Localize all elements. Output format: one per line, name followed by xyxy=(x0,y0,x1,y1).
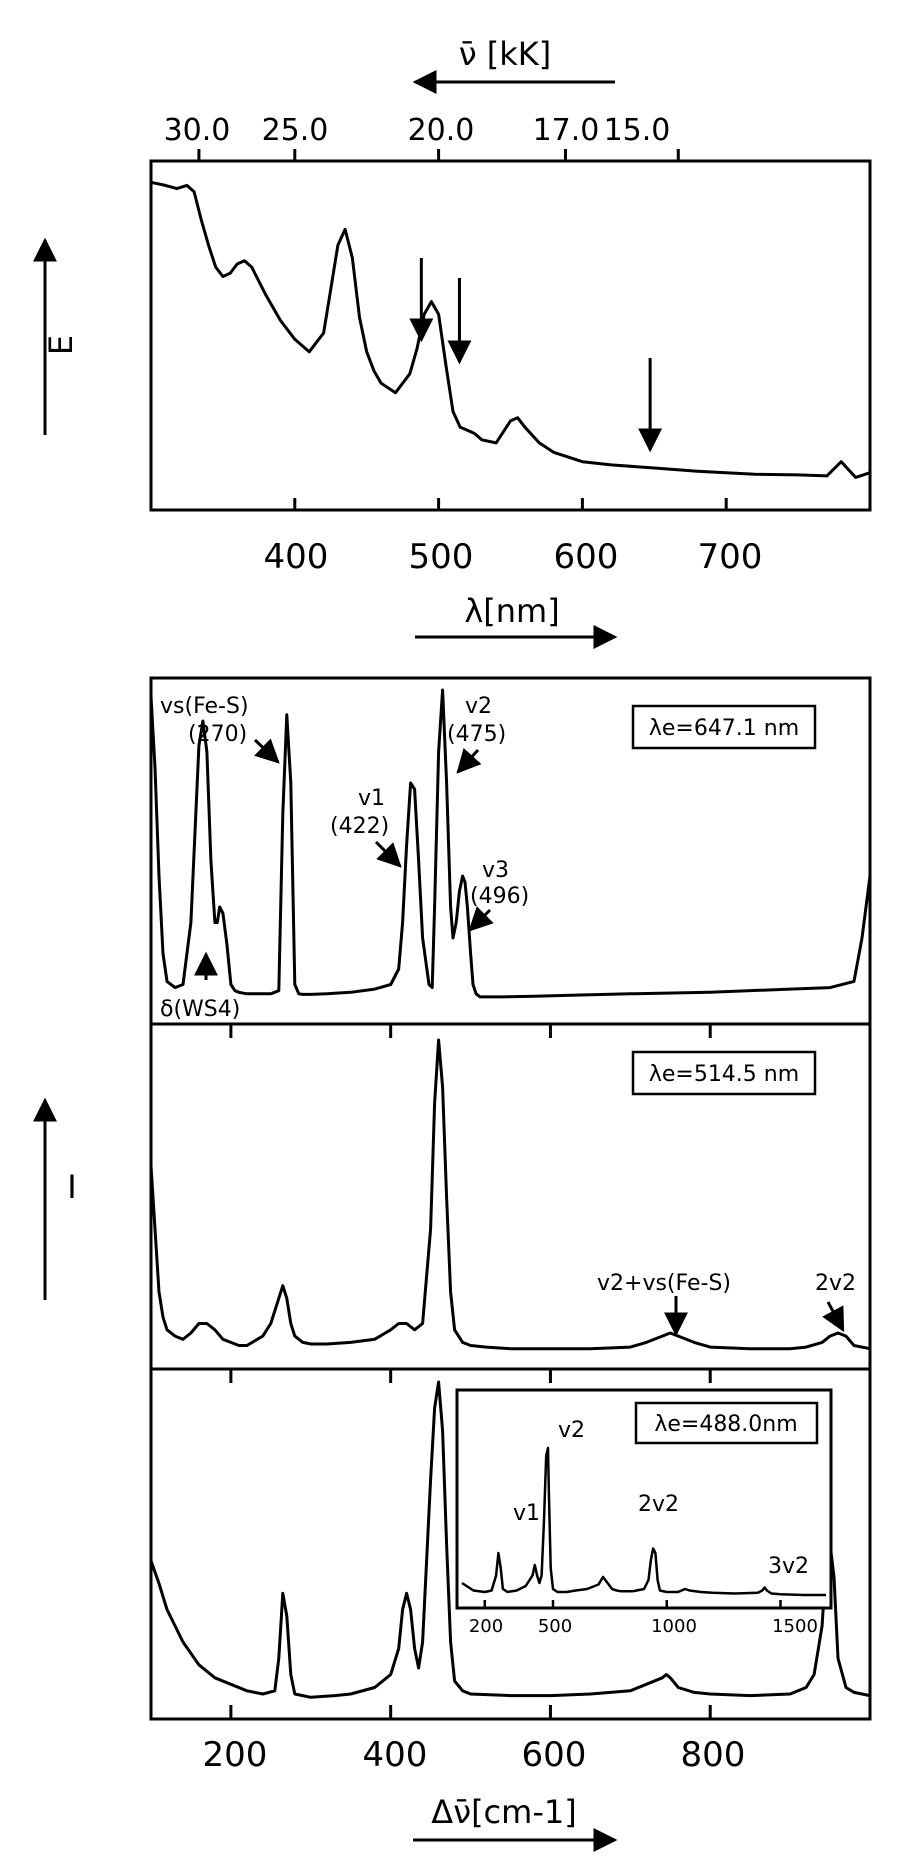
inset-3v2-label: 3v2 xyxy=(768,1554,809,1579)
x-tick-label-500: 500 xyxy=(409,537,474,577)
inset-spectrum-line xyxy=(461,1446,826,1597)
inset-tick-label-200: 200 xyxy=(469,1616,503,1637)
raman-panel-647: λe=647.1 nm vs(Fe-S) (270) v1 (422) v2 (… xyxy=(149,676,872,1026)
x-tick-label-700: 700 xyxy=(698,537,763,577)
absorption-y-label: E xyxy=(42,335,80,355)
top-tick-label-20: 20.0 xyxy=(408,113,475,148)
intensity-y-label: I xyxy=(67,1168,76,1206)
absorption-panel: ν̄ [kK] 30.0 25.0 20.0 17.0 15.0 E 400 5… xyxy=(33,35,872,649)
vs-fes-value: (270) xyxy=(188,722,247,747)
absorption-frame xyxy=(149,159,872,512)
raman-488-top-ticks xyxy=(229,1369,712,1383)
v3-pointer xyxy=(468,906,494,932)
vs-fes-pointer xyxy=(253,738,280,764)
raman-x-tick-label-400: 400 xyxy=(363,1735,428,1775)
top-tick-label-25: 25.0 xyxy=(262,113,329,148)
raman-488-frame xyxy=(149,1367,872,1721)
inset-excitation-box xyxy=(634,1401,819,1445)
raman-x-label: Δν̄[cm-1] xyxy=(431,1793,576,1831)
raman-488-spectrum-line xyxy=(149,1380,871,1699)
bottom-axis-ticks xyxy=(293,498,728,510)
raman-x-tick-label-600: 600 xyxy=(522,1735,587,1775)
two-v2-pointer xyxy=(822,1301,845,1333)
inset-v2-label: v2 xyxy=(558,1418,585,1443)
raman-647-excitation-box xyxy=(631,704,817,750)
top-tick-label-17: 17.0 xyxy=(533,113,600,148)
delta-ws4-label: δ(WS4) xyxy=(160,997,240,1022)
inset-tick-label-1500: 1500 xyxy=(772,1616,818,1637)
x-tick-label-400: 400 xyxy=(264,537,329,577)
inset-excitation-label: λe=488.0nm xyxy=(654,1412,797,1437)
raman-488-bottom-ticks xyxy=(229,1705,712,1719)
absorption-spectrum-line xyxy=(150,180,871,479)
raman-647-excitation-label: λe=647.1 nm xyxy=(649,716,799,741)
excitation-arrows xyxy=(409,258,663,453)
v1-pointer xyxy=(374,840,402,868)
two-v2-label: 2v2 xyxy=(815,1271,856,1296)
x-tick-label-600: 600 xyxy=(554,537,619,577)
inset-ticks xyxy=(483,1600,782,1608)
raman-x-tick-label-200: 200 xyxy=(203,1735,268,1775)
raman-514-spectrum-line xyxy=(149,1038,871,1351)
inset-tick-label-500: 500 xyxy=(538,1616,572,1637)
top-axis-title: ν̄ [kK] xyxy=(459,35,552,73)
raman-514-excitation-label: λe=514.5 nm xyxy=(649,1062,799,1087)
raman-514-top-ticks xyxy=(229,1024,712,1038)
absorption-x-label: λ[nm] xyxy=(464,592,559,630)
raman-647-spectrum-line xyxy=(149,688,872,999)
inset-frame xyxy=(455,1388,833,1610)
v2-pointer xyxy=(456,747,482,774)
v1-label: v1 xyxy=(358,786,385,811)
raman-x-tick-label-800: 800 xyxy=(681,1735,746,1775)
inset-2v2-label: 2v2 xyxy=(638,1492,679,1517)
top-axis-ticks xyxy=(197,149,680,161)
v1-value: (422) xyxy=(330,814,389,839)
v3-label: v3 xyxy=(482,858,509,883)
inset-v1-label: v1 xyxy=(513,1501,540,1526)
raman-panel-514: λe=514.5 nm I v2+vs(Fe-S) 2v2 xyxy=(33,1022,872,1371)
top-tick-label-15: 15.0 xyxy=(604,113,671,148)
v2-label: v2 xyxy=(465,694,492,719)
vs-fes-label: vs(Fe-S) xyxy=(160,694,249,719)
inset-tick-label-1000: 1000 xyxy=(651,1616,697,1637)
combination-band-label: v2+vs(Fe-S) xyxy=(597,1271,731,1296)
v3-value: (496) xyxy=(470,884,529,909)
v2-value: (475) xyxy=(447,722,506,747)
raman-inset: λe=488.0nm v1 v2 2v2 3v2 200 500 1000 15… xyxy=(455,1388,833,1637)
top-tick-label-30: 30.0 xyxy=(164,113,231,148)
raman-514-excitation-box xyxy=(631,1050,817,1096)
raman-panel-488: λe=488.0nm v1 v2 2v2 3v2 200 500 1000 15… xyxy=(149,1367,872,1852)
